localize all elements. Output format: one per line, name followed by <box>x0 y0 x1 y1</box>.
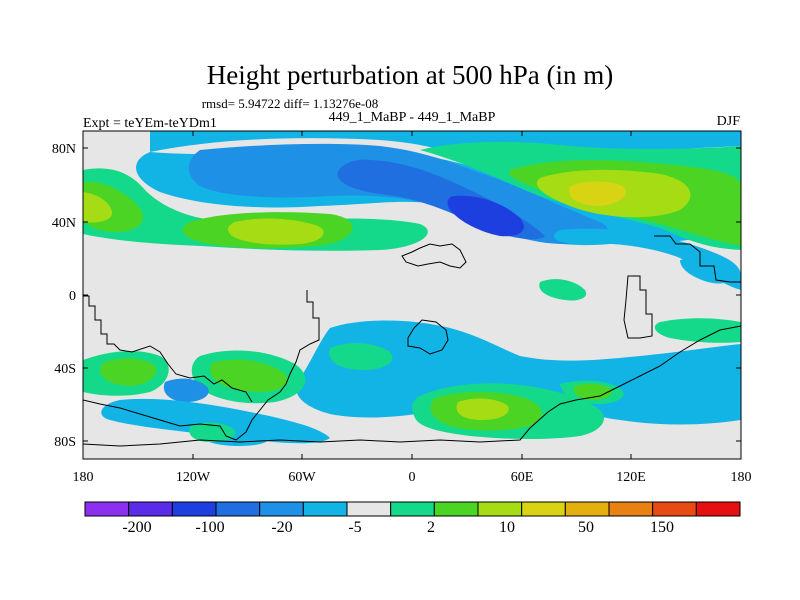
lon-label-120e: 120E <box>616 470 646 485</box>
coastlines <box>83 235 741 447</box>
lon-label-180w: 180 <box>73 470 94 485</box>
colorbar-box <box>477 501 523 517</box>
colorbar-label: -200 <box>122 519 151 536</box>
contour-south-teal-bottom-left <box>189 422 236 442</box>
colorbar-box <box>652 501 697 517</box>
contour-south-cyan-low <box>101 398 330 444</box>
stats-label: rmsd= 5.94722 diff= 1.13276e-08 <box>202 96 379 111</box>
lon-label-180e: 180 <box>731 470 752 485</box>
colorbar-box <box>346 501 392 517</box>
contour-north-lime-left <box>83 192 113 223</box>
coastline-south-pacific <box>83 399 237 441</box>
coastline-australia <box>623 275 653 339</box>
coastline-africa-south <box>407 319 449 355</box>
contour-ne-yellow <box>569 181 626 206</box>
contour-south-lime-big <box>456 398 509 420</box>
colorbar-label: 50 <box>578 519 594 536</box>
colorbar <box>84 501 741 517</box>
lat-label-40s: 40S <box>54 362 76 377</box>
colorbar-label: -5 <box>348 519 361 536</box>
plot-title: Height perturbation at 500 hPa (in m) <box>207 60 613 90</box>
contour-south-green-left <box>100 358 157 386</box>
contour-south-green-mid <box>209 359 288 392</box>
colorbar-label: -100 <box>195 519 224 536</box>
colorbar-label: 2 <box>427 519 435 536</box>
coastline-africa <box>401 243 467 269</box>
lat-axis <box>83 147 741 442</box>
colorbar-box <box>608 501 654 517</box>
coastline-asia <box>654 235 741 283</box>
colorbar-box <box>433 501 479 517</box>
lon-label-120w: 120W <box>176 470 211 485</box>
colorbar-label: 10 <box>499 519 515 536</box>
contour-south-blue-left <box>163 378 209 402</box>
lat-label-80n: 80N <box>52 142 76 157</box>
coastline-antarctica <box>83 325 741 447</box>
contour-south-teal-right <box>654 318 741 343</box>
colorbar-label: -20 <box>271 519 292 536</box>
contour-ne-cyan-lower <box>553 228 741 290</box>
contour-north-lime-center <box>228 218 324 245</box>
colorbar-box <box>302 501 348 517</box>
coastline-north-america <box>83 295 253 403</box>
experiment-label: Expt = teYEm-teYDm1 <box>83 116 217 131</box>
colorbar-box <box>215 501 261 517</box>
colorbar-box <box>84 501 130 517</box>
contour-south-green-east <box>573 383 613 400</box>
colorbar-box <box>259 501 304 517</box>
colorbar-box <box>171 501 217 517</box>
lon-label-60e: 60E <box>511 470 534 485</box>
colorbar-box <box>695 501 741 517</box>
lat-label-40n: 40N <box>52 216 76 231</box>
colorbar-label: 150 <box>650 519 674 536</box>
colorbar-box <box>128 501 173 517</box>
contour-eq-teal-patch <box>539 279 587 301</box>
colorbar-box <box>521 501 566 517</box>
coastline-south-america <box>235 290 320 441</box>
lon-label-0: 0 <box>409 470 416 485</box>
lat-label-0: 0 <box>69 289 76 304</box>
season-label: DJF <box>717 114 741 129</box>
lon-label-60w: 60W <box>288 470 316 485</box>
colorbar-box <box>564 501 610 517</box>
contour-field <box>83 131 741 459</box>
contour-north-blue-deepest <box>447 195 524 237</box>
contour-eq-cyan-patch <box>680 258 732 284</box>
center-label: 449_1_MaBP - 449_1_MaBP <box>329 110 496 125</box>
lon-axis <box>82 131 742 459</box>
colorbar-box <box>390 501 435 517</box>
contour-south-cyan-band <box>296 320 741 425</box>
contour-south-teal-center <box>329 343 393 370</box>
lat-label-80s: 80S <box>54 435 76 450</box>
